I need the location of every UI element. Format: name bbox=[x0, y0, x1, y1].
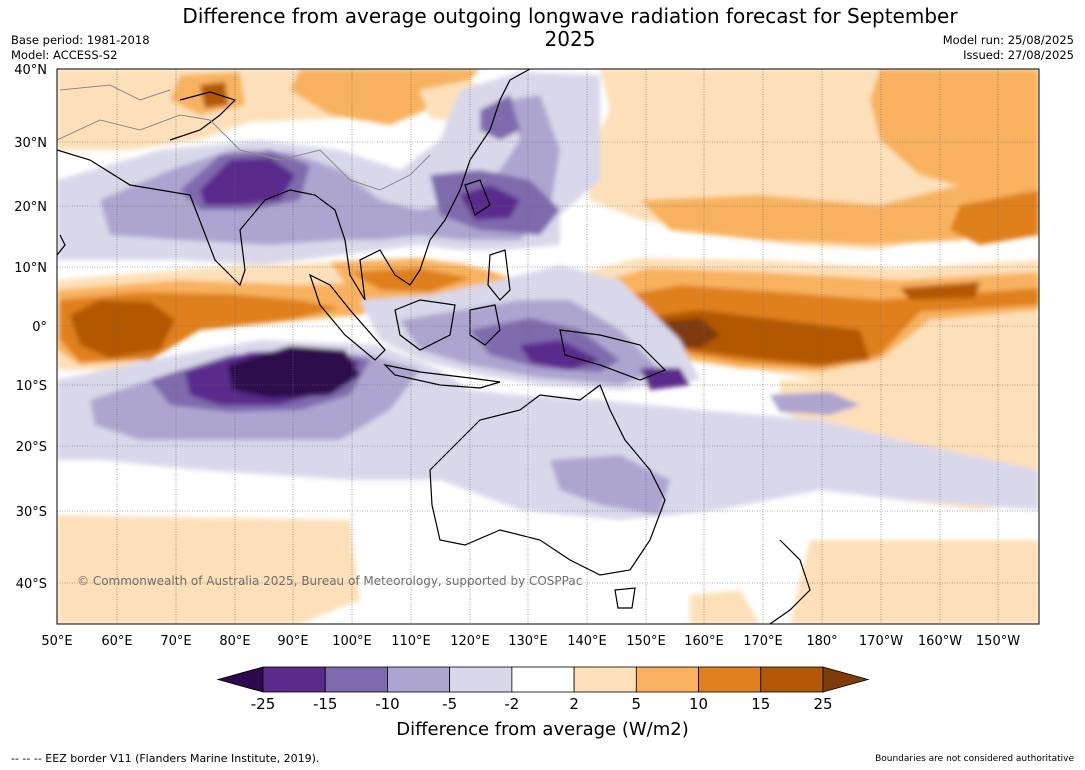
longitude-label: 70°E bbox=[160, 634, 191, 649]
latitude-label: 30°N bbox=[14, 136, 47, 151]
map-title: Difference from average outgoing longwav… bbox=[182, 4, 958, 51]
latitude-label: 40°N bbox=[14, 63, 47, 78]
meta-right: Model run: 25/08/2025 Issued: 27/08/2025 bbox=[943, 33, 1074, 63]
longitude-label: 50°E bbox=[41, 634, 72, 649]
colorbar-extension-high bbox=[822, 666, 870, 693]
latitude-label: 20°S bbox=[16, 440, 47, 455]
model-name: Model: ACCESS-S2 bbox=[11, 48, 118, 62]
latitude-label: 10°S bbox=[16, 379, 47, 394]
colorbar-tick-label: 2 bbox=[569, 695, 579, 713]
latitude-label: 10°N bbox=[14, 261, 47, 276]
colorbar-tick-label: 10 bbox=[689, 695, 708, 713]
colorbar-extension-low bbox=[216, 666, 264, 693]
colorbar-tick-label: -15 bbox=[313, 695, 338, 713]
latitude-axis: 40°N 30°N 20°N 10°N 0° 10°S 20°S 30°S 40°S bbox=[14, 63, 47, 592]
issued-date: Issued: 27/08/2025 bbox=[963, 48, 1074, 62]
longitude-label: 140°E bbox=[567, 634, 607, 649]
colorbar-cell bbox=[698, 666, 762, 693]
longitude-label: 110°E bbox=[391, 634, 431, 649]
longitude-label: 170°W bbox=[859, 634, 903, 649]
colorbar-tick-label: 5 bbox=[632, 695, 642, 713]
colorbar-ticks: -25 -15 -10 -5 -2 2 5 10 15 25 bbox=[251, 695, 833, 713]
copyright-notice: © Commonwealth of Australia 2025, Bureau… bbox=[77, 574, 583, 588]
longitude-label: 90°E bbox=[277, 634, 308, 649]
colorbar-tick-label: 25 bbox=[813, 695, 832, 713]
colorbar-cell bbox=[760, 666, 824, 693]
colorbar-tick-label: -10 bbox=[375, 695, 400, 713]
colorbar: -25 -15 -10 -5 -2 2 5 10 15 25 bbox=[216, 666, 870, 713]
colorbar-cells bbox=[216, 666, 870, 693]
boundaries-disclaimer: Boundaries are not considered authoritat… bbox=[875, 754, 1074, 764]
longitude-label: 150°W bbox=[976, 634, 1020, 649]
colorbar-cell bbox=[635, 666, 699, 693]
graticule bbox=[56, 68, 1039, 624]
colorbar-tick-label: -2 bbox=[504, 695, 519, 713]
longitude-axis: 50°E 60°E 70°E 80°E 90°E 100°E 110°E 120°E 130°E… bbox=[41, 634, 1020, 649]
longitude-label: 80°E bbox=[219, 634, 250, 649]
colorbar-cell bbox=[449, 666, 513, 693]
model-run: Model run: 25/08/2025 bbox=[942, 33, 1074, 47]
colorbar-cell bbox=[262, 666, 326, 693]
colorbar-cell bbox=[573, 666, 637, 693]
colorbar-tick-label: 15 bbox=[751, 695, 770, 713]
longitude-label: 100°E bbox=[332, 634, 372, 649]
latitude-label: 40°S bbox=[16, 577, 47, 592]
meta-left: Base period: 1981-2018 Model: ACCESS-S2 bbox=[11, 33, 150, 63]
colorbar-title: Difference from average (W/m2) bbox=[396, 719, 689, 740]
colorbar-cell bbox=[324, 666, 388, 693]
latitude-label: 30°S bbox=[16, 505, 47, 520]
longitude-label: 170°E bbox=[743, 634, 783, 649]
latitude-label: 0° bbox=[32, 320, 47, 335]
base-period: Base period: 1981-2018 bbox=[11, 33, 150, 47]
map-frame bbox=[56, 68, 1040, 625]
eez-border-legend: -- -- -- EEZ border V11 (Flanders Marine… bbox=[11, 752, 320, 765]
longitude-label: 160°W bbox=[918, 634, 962, 649]
longitude-label: 150°E bbox=[626, 634, 666, 649]
anomaly-field bbox=[57, 69, 1039, 624]
latitude-label: 20°N bbox=[14, 200, 47, 215]
colorbar-cell bbox=[387, 666, 451, 693]
longitude-label: 160°E bbox=[684, 634, 724, 649]
longitude-label: 120°E bbox=[450, 634, 490, 649]
colorbar-cell bbox=[511, 666, 575, 693]
longitude-label: 180° bbox=[806, 634, 837, 649]
colorbar-tick-label: -5 bbox=[442, 695, 457, 713]
colorbar-tick-label: -25 bbox=[251, 695, 276, 713]
map-figure: 40°N 30°N 20°N 10°N 0° 10°S 20°S 30°S 40°S 50°E 6… bbox=[14, 63, 1040, 649]
borders bbox=[57, 84, 431, 191]
longitude-label: 60°E bbox=[101, 634, 132, 649]
longitude-label: 130°E bbox=[508, 634, 548, 649]
